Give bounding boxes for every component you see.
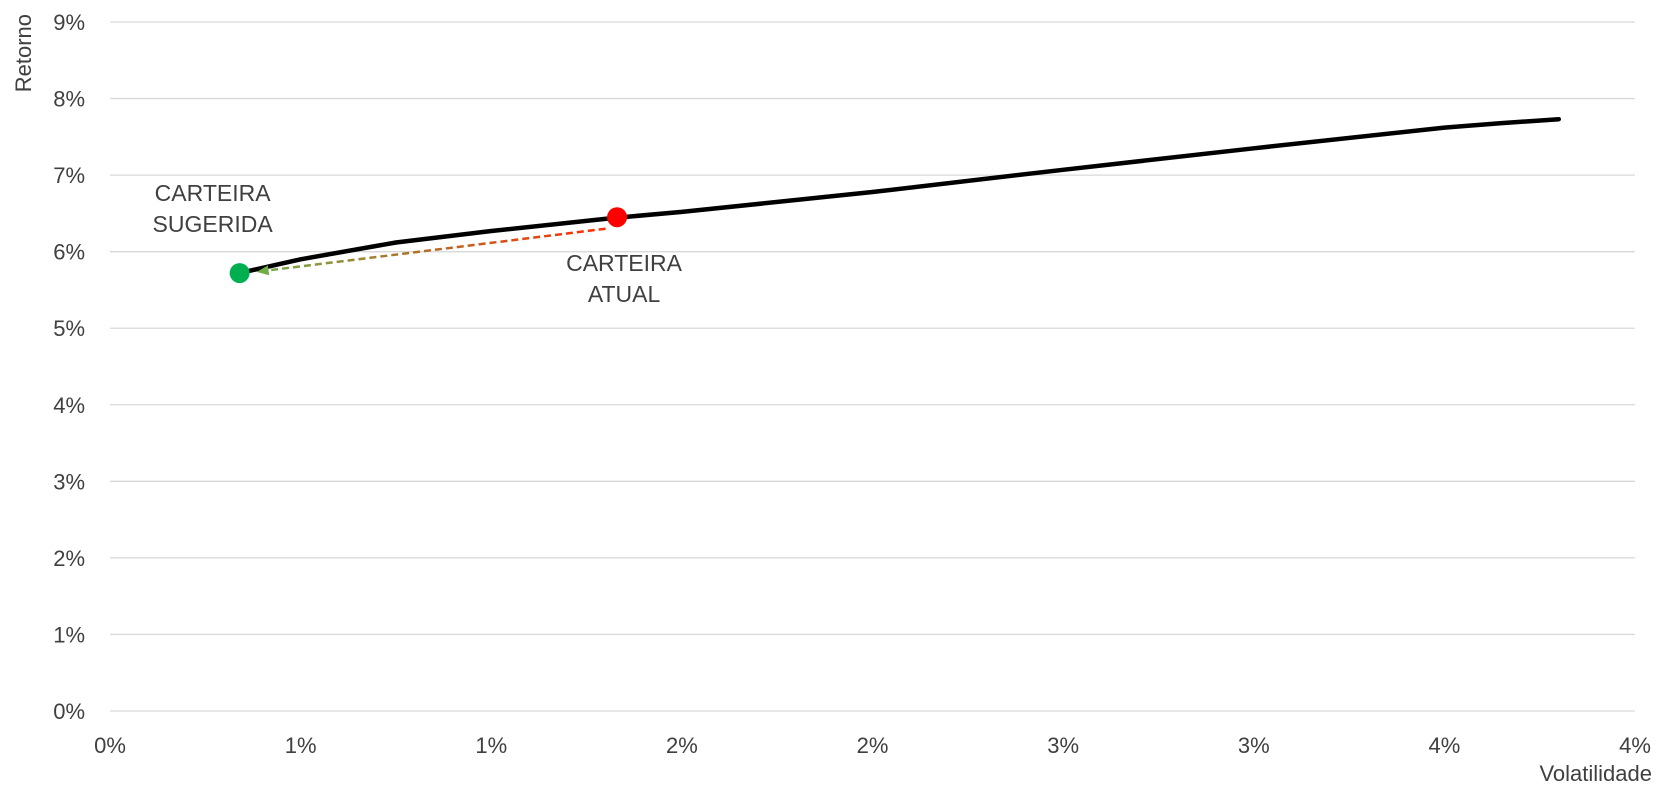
portfolio-label: SUGERIDA (153, 211, 274, 237)
y-tick-label: 2% (53, 546, 85, 571)
y-axis-title: Retorno (11, 14, 36, 92)
x-tick-label: 3% (1047, 733, 1079, 758)
x-tick-label: 2% (857, 733, 889, 758)
portfolio-label: ATUAL (588, 281, 661, 307)
x-tick-label: 2% (666, 733, 698, 758)
x-tick-label: 0% (94, 733, 126, 758)
portfolio-point (607, 207, 628, 228)
x-axis-title: Volatilidade (1539, 761, 1652, 786)
label-layer: CARTEIRA SUGERIDA CARTEIRA ATUAL (153, 180, 683, 307)
frontier-line (237, 116, 1562, 276)
portfolio-point (229, 263, 250, 284)
y-tick-label: 1% (53, 622, 85, 647)
portfolio-label: CARTEIRA (155, 180, 272, 206)
x-tick-label: 3% (1238, 733, 1270, 758)
x-tick-label: 4% (1619, 733, 1651, 758)
y-tick-label: 8% (53, 87, 85, 112)
x-tick-label: 4% (1428, 733, 1460, 758)
x-axis-ticks: 0% 1% 1% 2% 2% 3% 3% 4% 4% (94, 733, 1651, 758)
x-tick-label: 1% (475, 733, 507, 758)
y-tick-label: 0% (53, 699, 85, 724)
arrow-layer (256, 227, 606, 276)
series-layer (237, 116, 1562, 276)
y-tick-label: 7% (53, 163, 85, 188)
transition-arrow (256, 227, 606, 276)
x-tick-label: 1% (285, 733, 317, 758)
portfolio-label: CARTEIRA (566, 250, 683, 276)
y-tick-label: 3% (53, 469, 85, 494)
point-layer (229, 207, 628, 284)
gridlines (110, 21, 1635, 712)
y-tick-label: 6% (53, 240, 85, 265)
y-tick-label: 5% (53, 316, 85, 341)
y-tick-label: 4% (53, 393, 85, 418)
y-tick-label: 9% (53, 10, 85, 35)
y-axis-ticks: 0% 1% 2% 3% 4% 5% 6% 7% 8% 9% (53, 10, 85, 724)
